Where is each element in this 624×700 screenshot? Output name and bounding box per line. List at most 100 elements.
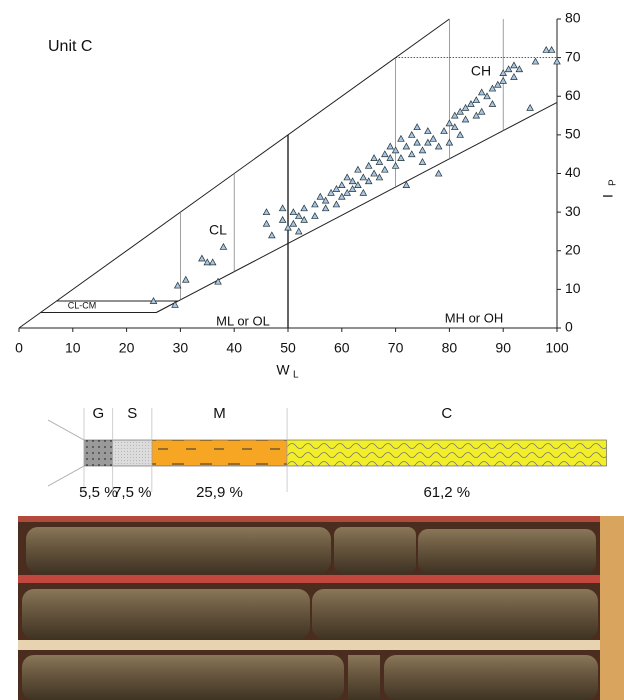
data-point — [500, 70, 506, 76]
y-axis-label-sub: P — [608, 179, 619, 186]
data-point — [478, 89, 484, 95]
data-point — [312, 201, 318, 207]
data-point — [403, 143, 409, 149]
data-point — [489, 85, 495, 91]
x-axis-label: W — [276, 362, 290, 378]
data-point — [516, 66, 522, 72]
data-point — [285, 224, 291, 230]
data-point — [462, 105, 468, 111]
data-point — [382, 166, 388, 172]
x-tick-label: 20 — [119, 340, 135, 356]
x-tick-label: 60 — [334, 340, 350, 356]
data-point — [435, 143, 441, 149]
data-point — [199, 255, 205, 261]
grain-pattern — [84, 440, 113, 466]
data-point — [452, 124, 458, 130]
x-tick-label: 40 — [226, 340, 242, 356]
data-point — [355, 182, 361, 188]
data-point — [376, 159, 382, 165]
data-point — [366, 178, 372, 184]
data-point — [172, 302, 178, 308]
value-label: 25,9 % — [196, 484, 243, 501]
grain-pattern — [152, 440, 287, 466]
data-point — [317, 193, 323, 199]
data-point — [349, 186, 355, 192]
data-point — [183, 277, 189, 283]
data-point — [209, 259, 215, 265]
data-point — [511, 74, 517, 80]
data-point — [468, 101, 474, 107]
data-point — [360, 190, 366, 196]
figure: 010203040506070809010001020304050607080U… — [0, 0, 624, 700]
data-point — [511, 62, 517, 68]
data-point — [505, 66, 511, 72]
data-point — [328, 190, 334, 196]
data-point — [500, 78, 506, 84]
zone-label: ML or OL — [216, 313, 270, 328]
data-point — [290, 221, 296, 227]
data-point — [478, 109, 484, 115]
core-photo — [18, 516, 624, 700]
data-point — [301, 205, 307, 211]
data-point — [398, 136, 404, 142]
data-point — [371, 170, 377, 176]
data-point — [543, 47, 549, 53]
data-point — [419, 159, 425, 165]
data-point — [548, 47, 554, 53]
data-point — [344, 174, 350, 180]
y-tick-label: 20 — [565, 241, 581, 257]
y-tick-label: 70 — [565, 48, 581, 64]
data-point — [312, 213, 318, 219]
x-tick-label: 50 — [280, 340, 296, 356]
y-tick-label: 50 — [565, 126, 581, 142]
data-point — [344, 190, 350, 196]
data-point — [269, 232, 275, 238]
data-point — [414, 124, 420, 130]
data-point — [333, 201, 339, 207]
data-point — [360, 174, 366, 180]
data-point — [371, 155, 377, 161]
data-point — [452, 112, 458, 118]
y-tick-label: 40 — [565, 164, 581, 180]
x-tick-label: 80 — [442, 340, 458, 356]
category-label: C — [441, 405, 452, 422]
value-label: 7,5 % — [113, 484, 151, 501]
data-point — [409, 132, 415, 138]
data-point — [473, 97, 479, 103]
data-point — [392, 147, 398, 153]
zone-label: CL-CM — [68, 300, 97, 310]
category-label: M — [213, 405, 226, 422]
data-point — [322, 205, 328, 211]
grain-pattern — [287, 440, 606, 466]
data-point — [441, 128, 447, 134]
chart-title: Unit C — [48, 38, 92, 55]
x-tick-label: 90 — [495, 340, 511, 356]
data-point — [387, 155, 393, 161]
data-point — [462, 116, 468, 122]
y-tick-label: 10 — [565, 280, 581, 296]
data-point — [366, 163, 372, 169]
data-point — [376, 174, 382, 180]
data-point — [333, 186, 339, 192]
data-point — [175, 282, 181, 288]
y-tick-label: 80 — [565, 10, 581, 26]
data-point — [425, 128, 431, 134]
data-point — [489, 101, 495, 107]
data-point — [387, 143, 393, 149]
data-point — [414, 139, 420, 145]
data-point — [446, 139, 452, 145]
data-point — [392, 163, 398, 169]
zone-label: CH — [471, 63, 491, 79]
x-tick-label: 100 — [545, 340, 569, 356]
data-point — [473, 112, 479, 118]
x-axis-label-sub: L — [293, 370, 299, 381]
data-point — [339, 193, 345, 199]
grain-pattern — [113, 440, 152, 466]
zone-label: CL — [209, 222, 227, 238]
data-point — [457, 109, 463, 115]
category-label: S — [127, 405, 137, 422]
zone-label: MH or OH — [445, 310, 504, 325]
data-point — [204, 259, 210, 265]
data-point — [527, 105, 533, 111]
y-axis-label: IP — [600, 179, 619, 198]
